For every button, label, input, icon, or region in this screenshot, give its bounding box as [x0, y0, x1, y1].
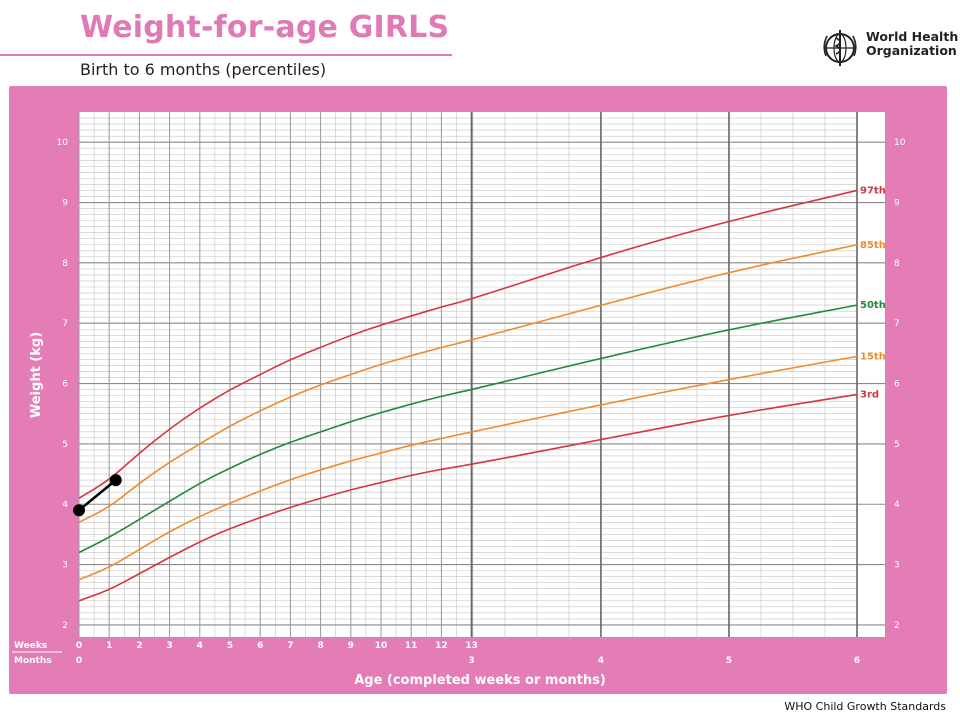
y-tick-label-right: 2: [894, 621, 900, 631]
months-row-label: Months: [14, 656, 52, 666]
chart-frame: [9, 86, 947, 694]
week-tick-label: 9: [348, 641, 354, 651]
week-tick-label: 1: [106, 641, 112, 651]
y-tick-label-right: 8: [894, 259, 900, 269]
y-tick-label: 10: [57, 138, 69, 148]
y-axis-label: Weight (kg): [29, 332, 44, 418]
percentile-label-15th: 15th: [860, 351, 886, 362]
month-tick-label: 4: [598, 656, 604, 666]
y-tick-label: 9: [62, 199, 68, 209]
title-underline: [0, 54, 452, 56]
percentile-curve-15th: [78, 355, 858, 581]
week-tick-label: 5: [227, 641, 233, 651]
y-tick-label: 4: [62, 500, 68, 510]
measurement-point: [109, 474, 122, 487]
week-tick-label: 0: [76, 641, 82, 651]
month-tick-label: 6: [854, 656, 860, 666]
week-tick-label: 13: [465, 641, 478, 651]
footer-credit: WHO Child Growth Standards: [784, 700, 946, 713]
x-axis-label: Age (completed weeks or months): [354, 673, 606, 688]
minor-gridlines: [78, 112, 858, 637]
month-tick-label: 0: [76, 656, 82, 666]
percentile-curve-97th: [78, 189, 858, 499]
y-tick-label: 5: [62, 440, 68, 450]
y-tick-label-right: 9: [894, 199, 900, 209]
organization-name-line1: World Health: [866, 29, 959, 44]
y-tick-label-right: 5: [894, 440, 900, 450]
week-tick-label: 11: [405, 641, 418, 651]
week-tick-labels: 0 1 2 3 4 5 6 7 8 9 10 11 12 13: [76, 641, 478, 651]
percentile-curve-3rd: [78, 393, 858, 602]
percentile-label-3rd: 3rd: [860, 389, 879, 400]
y-tick-label-right: 6: [894, 380, 900, 390]
measurement-connector: [78, 479, 117, 512]
major-gridlines: [78, 112, 885, 637]
week-tick-label: 12: [435, 641, 448, 651]
y-tick-label: 3: [62, 561, 68, 571]
percentile-label-50th: 50th: [860, 300, 886, 311]
percentile-curve-50th: [78, 304, 858, 554]
y-tick-label: 8: [62, 259, 68, 269]
y-tick-label: 7: [62, 319, 68, 329]
percentile-labels: 97th 85th 50th 15th 3rd: [860, 185, 886, 400]
page-subtitle: Birth to 6 months (percentiles): [80, 60, 327, 79]
plot-area: [79, 112, 885, 637]
week-tick-label: 3: [166, 641, 172, 651]
percentile-curves: [78, 189, 858, 602]
organization-name-line2: Organization: [866, 43, 957, 58]
page-title: Weight-for-age GIRLS: [80, 10, 450, 45]
week-tick-label: 8: [317, 641, 323, 651]
who-emblem-icon: [823, 30, 857, 66]
week-tick-label: 10: [375, 641, 388, 651]
y-tick-label-right: 4: [894, 500, 900, 510]
month-tick-label: 5: [726, 656, 732, 666]
percentile-curve-85th: [78, 243, 858, 524]
percentile-label-85th: 85th: [860, 240, 886, 251]
y-tick-label-right: 10: [894, 138, 906, 148]
y-tick-label: 6: [62, 380, 68, 390]
week-tick-label: 6: [257, 641, 263, 651]
y-tick-label-right: 7: [894, 319, 900, 329]
percentile-label-97th: 97th: [860, 185, 886, 196]
y-tick-labels-right: 2 3 4 5 6 7 8 9 10: [894, 138, 906, 631]
y-tick-labels-left: 2 3 4 5 6 7 8 9 10: [57, 138, 69, 631]
y-tick-label-right: 3: [894, 561, 900, 571]
week-tick-label: 2: [136, 641, 142, 651]
week-tick-label: 7: [287, 641, 293, 651]
week-tick-label: 4: [197, 641, 203, 651]
measurement-point: [73, 504, 85, 517]
month-tick-labels: 0 3 4 5 6: [76, 656, 860, 666]
weeks-row-label: Weeks: [14, 641, 47, 651]
y-tick-label: 2: [62, 621, 68, 631]
measurement-plot: [73, 474, 122, 517]
organization-name: World Health Organization: [866, 30, 958, 58]
month-tick-label: 3: [468, 656, 474, 666]
